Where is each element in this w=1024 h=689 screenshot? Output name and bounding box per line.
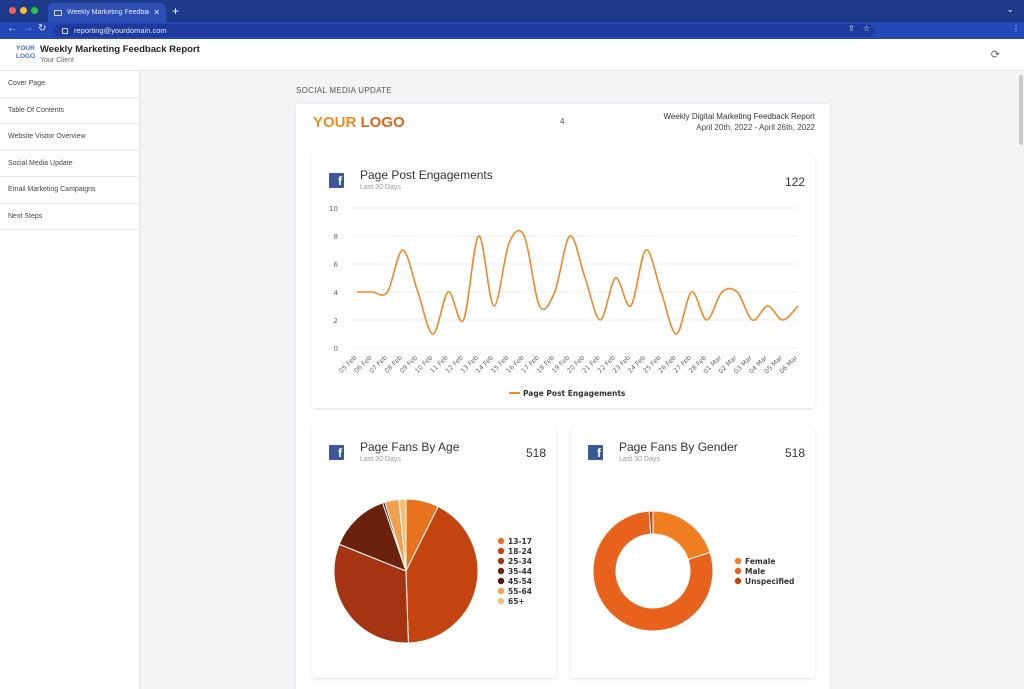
legend-label: 25-34 <box>508 557 532 566</box>
brand-logo-logo: LOGO <box>360 114 405 131</box>
legend-swatch <box>497 587 505 595</box>
sidebar-item-cover-page[interactable]: Cover Page <box>0 71 139 98</box>
new-tab-button[interactable]: + <box>172 4 180 18</box>
page-icon <box>54 9 62 16</box>
legend-swatch <box>497 577 505 585</box>
app-logo: YOUR LOGO <box>16 45 38 61</box>
browser-tab-bar: Weekly Marketing Feedback R ✕ + ⌄ <box>0 0 1024 22</box>
forward-icon[interactable]: → <box>23 23 33 34</box>
maximize-window-button[interactable] <box>31 7 38 14</box>
url-input[interactable]: reporting@yourdomain.com <box>54 24 874 37</box>
pie-slice <box>398 498 407 572</box>
app-logo-line2: LOGO <box>16 53 36 60</box>
y-tick-label: 8 <box>334 233 338 241</box>
refresh-icon[interactable]: ⟳ <box>990 49 1000 61</box>
minimize-window-button[interactable] <box>20 7 27 14</box>
card-subtitle: Last 30 Days <box>619 456 660 463</box>
pie-slice <box>405 505 479 644</box>
page-number: 4 <box>560 117 565 126</box>
pie-slice <box>652 510 711 561</box>
reload-icon[interactable]: ↻ <box>38 23 47 34</box>
lock-icon <box>62 27 68 34</box>
card-value: 518 <box>525 446 546 460</box>
card-value: 122 <box>784 175 805 189</box>
fans-by-age-card: f Page Fans By Age Last 30 Days 518 13-1… <box>312 426 556 678</box>
client-name: Your Client <box>40 57 74 64</box>
pie-slice <box>592 510 714 632</box>
sidebar-item-email-marketing-campaigns[interactable]: Email Marketing Campaigns <box>0 177 139 204</box>
url-text: reporting@yourdomain.com <box>74 26 167 35</box>
brand-logo: YOUR LOGO <box>313 114 405 131</box>
legend-label: 55-64 <box>508 587 532 596</box>
tab-title: Weekly Marketing Feedback R <box>67 9 149 16</box>
facebook-icon: f <box>588 445 603 460</box>
legend-swatch <box>497 547 505 555</box>
sidebar: Cover Page Table Of Contents Website Vis… <box>0 71 140 689</box>
card-title: Page Fans By Gender <box>619 440 738 454</box>
chevron-down-icon[interactable]: ⌄ <box>1006 4 1014 14</box>
page-report-dates: April 20th, 2022 - April 26th, 2022 <box>696 123 815 132</box>
legend-label: 18-24 <box>508 547 532 556</box>
legend-label: 13-17 <box>508 537 532 546</box>
sidebar-item-social-media-update[interactable]: Social Media Update <box>0 151 139 177</box>
legend-label: 65+ <box>508 597 525 606</box>
card-title: Page Fans By Age <box>360 440 460 454</box>
more-menu-icon[interactable]: ⋮ <box>1012 24 1020 33</box>
legend-swatch <box>497 597 505 605</box>
sidebar-item-next-steps[interactable]: Next Steps <box>0 204 139 230</box>
browser-tab[interactable]: Weekly Marketing Feedback R ✕ <box>48 3 166 22</box>
y-tick-label: 2 <box>334 317 338 325</box>
y-tick-label: 10 <box>329 205 338 213</box>
legend-swatch <box>497 537 505 545</box>
legend-label: 45-54 <box>508 577 532 586</box>
series-line <box>357 229 799 335</box>
facebook-icon: f <box>329 445 344 460</box>
card-subtitle: Last 30 Days <box>360 456 401 463</box>
y-tick-label: 4 <box>334 289 339 297</box>
section-title: SOCIAL MEDIA UPDATE <box>296 86 392 95</box>
back-icon[interactable]: ← <box>7 23 17 34</box>
report-page: YOUR LOGO 4 Weekly Digital Marketing Fee… <box>296 104 830 689</box>
pie-slice <box>338 502 407 572</box>
brand-logo-your: YOUR <box>313 114 357 131</box>
legend-swatch <box>734 577 742 585</box>
card-title: Page Post Engagements <box>360 168 493 182</box>
y-tick-label: 0 <box>334 345 338 353</box>
pie-slice <box>648 510 654 535</box>
legend-swatch <box>734 567 742 575</box>
sidebar-item-website-visitor-overview[interactable]: Website Visitor Overview <box>0 124 139 151</box>
address-bar: ← → ↻ reporting@yourdomain.com ⇪ ☆ ⋮ <box>0 22 1024 39</box>
legend-swatch <box>497 557 505 565</box>
facebook-icon: f <box>329 173 344 188</box>
card-value: 518 <box>784 446 805 460</box>
fans-by-gender-card: f Page Fans By Gender Last 30 Days 518 F… <box>571 426 815 678</box>
card-subtitle: Last 30 Days <box>360 184 401 191</box>
share-icon[interactable]: ⇪ <box>848 24 855 33</box>
report-title: Weekly Marketing Feedback Report <box>40 44 200 55</box>
close-window-button[interactable] <box>9 7 16 14</box>
star-icon[interactable]: ☆ <box>863 24 871 33</box>
legend-label: Female <box>745 557 775 566</box>
app-header: YOUR LOGO Weekly Marketing Feedback Repo… <box>0 39 1024 71</box>
legend-label: Page Post Engagements <box>523 389 626 398</box>
scrollbar-thumb[interactable] <box>1019 75 1023 145</box>
sidebar-item-table-of-contents[interactable]: Table Of Contents <box>0 98 139 124</box>
close-icon[interactable]: ✕ <box>153 8 160 17</box>
pie-slice <box>333 543 409 644</box>
engagements-card: f Page Post Engagements Last 30 Days 122… <box>312 154 815 408</box>
legend-label: 35-44 <box>508 567 532 576</box>
legend-swatch <box>734 557 742 565</box>
app-logo-line1: YOUR <box>16 45 35 52</box>
page-report-title: Weekly Digital Marketing Feedback Report <box>663 112 815 121</box>
y-tick-label: 6 <box>334 261 339 269</box>
legend-swatch <box>497 567 505 575</box>
legend-label: Unspecified <box>745 577 794 586</box>
legend-label: Male <box>745 567 765 576</box>
